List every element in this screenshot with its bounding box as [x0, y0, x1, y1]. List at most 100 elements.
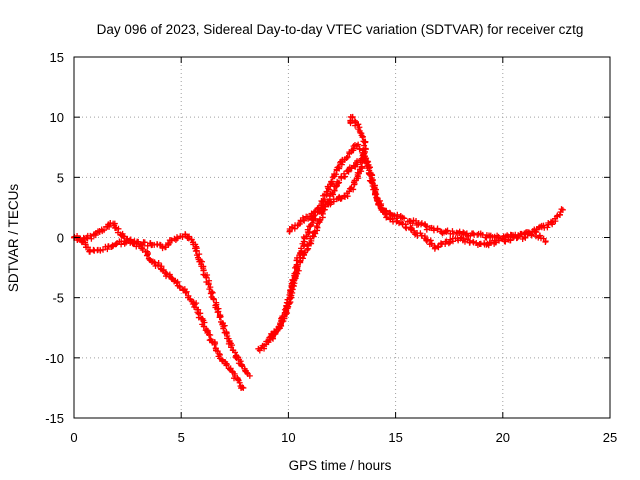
data-point: [238, 362, 245, 369]
data-point: [120, 232, 127, 239]
data-point: [284, 300, 291, 307]
data-point: [528, 232, 535, 239]
data-point: [303, 233, 310, 240]
data-point: [403, 225, 410, 232]
data-point: [210, 295, 217, 302]
data-point: [435, 244, 442, 251]
data-point: [341, 170, 348, 177]
data-point: [464, 236, 471, 243]
y-axis-label: SDTVAR / TECUs: [6, 184, 21, 293]
data-point: [287, 293, 294, 300]
data-point: [449, 238, 456, 245]
data-point: [522, 234, 529, 241]
data-point: [497, 235, 504, 242]
data-point: [220, 325, 227, 332]
data-point: [87, 232, 94, 239]
data-point: [197, 310, 204, 317]
x-tick-label: 20: [496, 430, 510, 445]
data-point: [255, 345, 262, 352]
ticks: 0 5 10 15 20 25 -15 -10 -5 0 5 10 15: [45, 50, 617, 445]
x-tick-label: 25: [603, 430, 617, 445]
x-tick-label: 5: [178, 430, 185, 445]
series-track-c: [255, 141, 566, 354]
data-point: [215, 308, 222, 315]
data-point: [182, 289, 189, 296]
data-point: [141, 239, 148, 246]
data-point: [341, 194, 348, 201]
data-point: [208, 337, 215, 344]
data-point: [118, 241, 125, 248]
data-point: [558, 206, 565, 213]
data-point: [401, 215, 408, 222]
data-point: [359, 133, 366, 140]
data-point: [174, 235, 181, 242]
data-point: [154, 261, 161, 268]
data-point: [353, 142, 360, 149]
y-tick-label: -5: [52, 291, 64, 306]
data-point: [304, 226, 311, 233]
data-point: [347, 120, 354, 127]
data-point: [336, 179, 343, 186]
data-point: [286, 227, 293, 234]
data-point: [553, 213, 560, 220]
data-point: [338, 195, 345, 202]
data-point: [559, 206, 566, 213]
data-point: [343, 154, 350, 161]
data-point: [313, 222, 320, 229]
data-point: [467, 237, 474, 244]
data-point: [325, 186, 332, 193]
y-tick-label: 5: [57, 170, 64, 185]
data-point: [383, 214, 390, 221]
y-tick-label: -15: [45, 411, 64, 426]
data-point: [542, 238, 549, 245]
data-point: [438, 240, 445, 247]
data-point: [239, 384, 246, 391]
y-tick-label: 15: [50, 50, 64, 65]
y-tick-label: 10: [50, 110, 64, 125]
data-point: [92, 232, 99, 239]
x-tick-label: 15: [388, 430, 402, 445]
data-points: [70, 113, 566, 392]
y-tick-label: -10: [45, 351, 64, 366]
data-point: [366, 171, 373, 178]
data-point: [418, 220, 425, 227]
data-point: [127, 236, 134, 243]
data-point: [507, 237, 514, 244]
data-point: [470, 230, 477, 237]
data-point: [236, 379, 243, 386]
data-point: [194, 309, 201, 316]
data-point: [88, 235, 95, 242]
data-point: [359, 163, 366, 170]
data-point: [352, 119, 359, 126]
data-point: [322, 203, 329, 210]
x-tick-label: 0: [70, 430, 77, 445]
x-axis-label: GPS time / hours: [289, 458, 392, 473]
data-point: [101, 227, 108, 234]
data-point: [213, 301, 220, 308]
data-point: [424, 236, 431, 243]
data-point: [373, 194, 380, 201]
data-point: [246, 372, 253, 379]
data-point: [408, 227, 415, 234]
data-point: [544, 224, 551, 231]
series-track-e: [286, 113, 369, 235]
data-point: [318, 197, 325, 204]
data-point: [275, 324, 282, 331]
data-point: [173, 279, 180, 286]
data-point: [244, 369, 251, 376]
data-point: [449, 228, 456, 235]
data-point: [342, 173, 349, 180]
chart-title: Day 096 of 2023, Sidereal Day-to-day VTE…: [97, 22, 584, 37]
data-point: [356, 145, 363, 152]
data-point: [131, 239, 138, 246]
data-point: [344, 153, 351, 160]
data-point: [84, 244, 91, 251]
data-point: [168, 275, 175, 282]
data-point: [277, 321, 284, 328]
data-point: [445, 240, 452, 247]
data-point: [346, 188, 353, 195]
data-point: [208, 290, 215, 297]
data-point: [303, 233, 310, 240]
data-point: [371, 190, 378, 197]
data-point: [335, 163, 342, 170]
